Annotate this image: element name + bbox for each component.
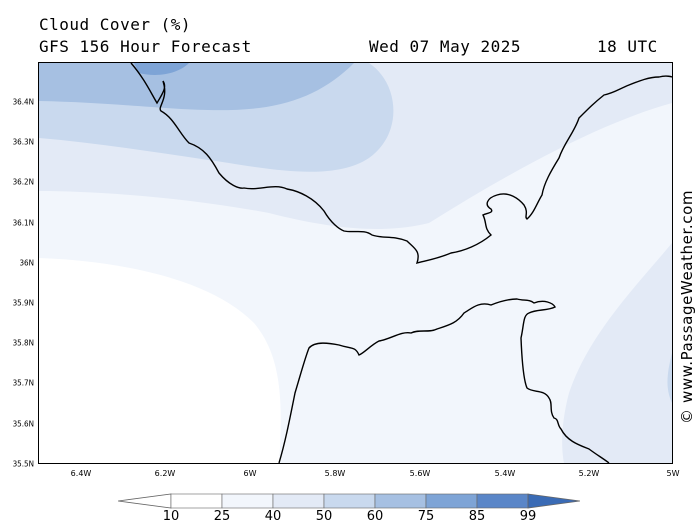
legend-level-label: 50 (315, 509, 333, 524)
coastline (130, 63, 672, 463)
legend-swatch (476, 493, 529, 509)
lat-label: 35.6N (12, 419, 34, 429)
lon-label: 6.2W (154, 469, 176, 478)
lon-label: 5W (666, 469, 680, 478)
lon-label: 6W (243, 469, 257, 478)
legend-swatch (323, 493, 376, 509)
legend-swatch (272, 493, 325, 509)
forecast-date: Wed 07 May 2025 (369, 37, 521, 56)
lat-label: 36.2N (12, 177, 34, 187)
cloud-band-50-edge (667, 353, 672, 403)
lat-label: 35.8N (12, 338, 34, 348)
legend-swatch (374, 493, 427, 509)
legend-swatch (221, 493, 274, 509)
legend-swatch (170, 493, 223, 509)
lat-label: 35.7N (12, 378, 34, 388)
lon-label: 5.8W (324, 469, 346, 478)
lon-label: 6.4W (70, 469, 92, 478)
cloud-band-60 (39, 63, 354, 111)
legend-min-arrow (118, 493, 172, 509)
lon-label: 5.6W (409, 469, 431, 478)
color-legend (118, 493, 580, 509)
cloud-band-10 (39, 258, 281, 463)
cloud-band-75 (134, 63, 189, 75)
forecast-time: 18 UTC (597, 37, 658, 56)
map-canvas (39, 63, 672, 463)
lat-label: 35.5N (12, 459, 34, 469)
chart-title: Cloud Cover (%) (39, 15, 191, 34)
lat-label: 36.4N (12, 97, 34, 107)
legend-max-arrow (527, 493, 580, 509)
legend-level-label: 60 (366, 509, 384, 524)
site-credit-text: © www.PassageWeather.com (678, 189, 696, 424)
lat-label: 36N (19, 258, 34, 268)
legend-swatch (425, 493, 478, 509)
lat-label: 36.3N (12, 137, 34, 147)
legend-level-label: 10 (162, 509, 180, 524)
lon-label: 5.4W (494, 469, 516, 478)
lon-label: 5.2W (578, 469, 600, 478)
legend-level-label: 85 (468, 509, 486, 524)
legend-level-label: 99 (519, 509, 537, 524)
legend-level-label: 40 (264, 509, 282, 524)
legend-level-label: 25 (213, 509, 231, 524)
legend-level-label: 75 (417, 509, 435, 524)
lat-label: 35.9N (12, 298, 34, 308)
lat-label: 36.1N (12, 218, 34, 228)
cloud-cover-map[interactable] (38, 62, 673, 464)
forecast-model: GFS 156 Hour Forecast (39, 37, 252, 56)
cloud-band-40-east (562, 243, 672, 463)
